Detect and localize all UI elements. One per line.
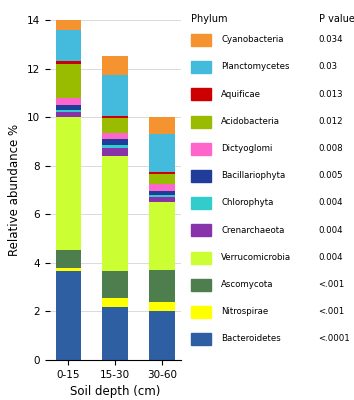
Text: 0.013: 0.013 bbox=[319, 90, 343, 98]
Bar bbox=[56, 105, 81, 110]
Text: 0.034: 0.034 bbox=[319, 35, 343, 44]
Bar bbox=[56, 64, 81, 98]
Bar bbox=[149, 195, 175, 197]
Bar bbox=[149, 270, 175, 302]
Bar bbox=[149, 117, 175, 134]
Bar bbox=[149, 172, 175, 174]
Bar bbox=[149, 191, 175, 195]
Bar bbox=[102, 298, 128, 306]
Text: 0.004: 0.004 bbox=[319, 226, 343, 234]
Bar bbox=[56, 30, 81, 61]
Bar bbox=[56, 61, 81, 64]
Bar bbox=[102, 75, 128, 116]
Text: Phylum: Phylum bbox=[191, 14, 228, 24]
Bar bbox=[102, 116, 128, 118]
Bar bbox=[102, 306, 128, 360]
Text: Chlorophyta: Chlorophyta bbox=[221, 198, 274, 207]
Bar bbox=[102, 271, 128, 298]
Text: P value: P value bbox=[319, 14, 354, 24]
Text: 0.012: 0.012 bbox=[319, 117, 343, 126]
Bar bbox=[149, 202, 175, 270]
Text: Ascomycota: Ascomycota bbox=[221, 280, 274, 289]
Y-axis label: Relative abundance %: Relative abundance % bbox=[8, 124, 21, 256]
Text: <.001: <.001 bbox=[319, 307, 345, 316]
Bar bbox=[149, 197, 175, 202]
Bar bbox=[102, 156, 128, 271]
Text: Cyanobacteria: Cyanobacteria bbox=[221, 35, 284, 44]
Text: 0.03: 0.03 bbox=[319, 62, 338, 71]
Text: Crenarchaeota: Crenarchaeota bbox=[221, 226, 285, 234]
Bar bbox=[149, 302, 175, 312]
Text: Acidobacteria: Acidobacteria bbox=[221, 117, 280, 126]
Bar bbox=[56, 112, 81, 117]
Text: <.001: <.001 bbox=[319, 280, 345, 289]
Text: 0.008: 0.008 bbox=[319, 144, 343, 153]
Text: Aquificae: Aquificae bbox=[221, 90, 261, 98]
Text: <.0001: <.0001 bbox=[319, 334, 350, 343]
Text: 0.005: 0.005 bbox=[319, 171, 343, 180]
Bar bbox=[102, 145, 128, 148]
Bar bbox=[56, 110, 81, 112]
Text: 0.004: 0.004 bbox=[319, 198, 343, 207]
Bar bbox=[149, 134, 175, 172]
Text: Dictyoglomi: Dictyoglomi bbox=[221, 144, 273, 153]
Bar bbox=[102, 133, 128, 139]
Text: Verrucomicrobia: Verrucomicrobia bbox=[221, 253, 291, 262]
Text: 0.004: 0.004 bbox=[319, 253, 343, 262]
Text: Bacillariophyta: Bacillariophyta bbox=[221, 171, 285, 180]
Bar bbox=[56, 117, 81, 250]
Bar bbox=[149, 312, 175, 360]
Bar bbox=[56, 271, 81, 360]
Bar bbox=[56, 98, 81, 105]
Text: Bacteroidetes: Bacteroidetes bbox=[221, 334, 281, 343]
Bar bbox=[102, 118, 128, 133]
Text: Planctomycetes: Planctomycetes bbox=[221, 62, 290, 71]
X-axis label: Soil depth (cm): Soil depth (cm) bbox=[70, 385, 160, 398]
Bar bbox=[102, 139, 128, 145]
Bar bbox=[102, 148, 128, 156]
Bar bbox=[102, 56, 128, 75]
Text: Nitrospirae: Nitrospirae bbox=[221, 307, 268, 316]
Bar bbox=[149, 184, 175, 191]
Bar bbox=[56, 268, 81, 271]
Bar bbox=[56, 250, 81, 268]
Bar bbox=[149, 174, 175, 184]
Bar bbox=[56, 13, 81, 30]
